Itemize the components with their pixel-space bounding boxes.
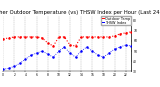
Title: Milwaukee Weather Outdoor Temperature (vs) THSW Index per Hour (Last 24 Hours): Milwaukee Weather Outdoor Temperature (v… (0, 10, 160, 15)
Legend: Outdoor Temp, THSW Index: Outdoor Temp, THSW Index (101, 16, 131, 25)
